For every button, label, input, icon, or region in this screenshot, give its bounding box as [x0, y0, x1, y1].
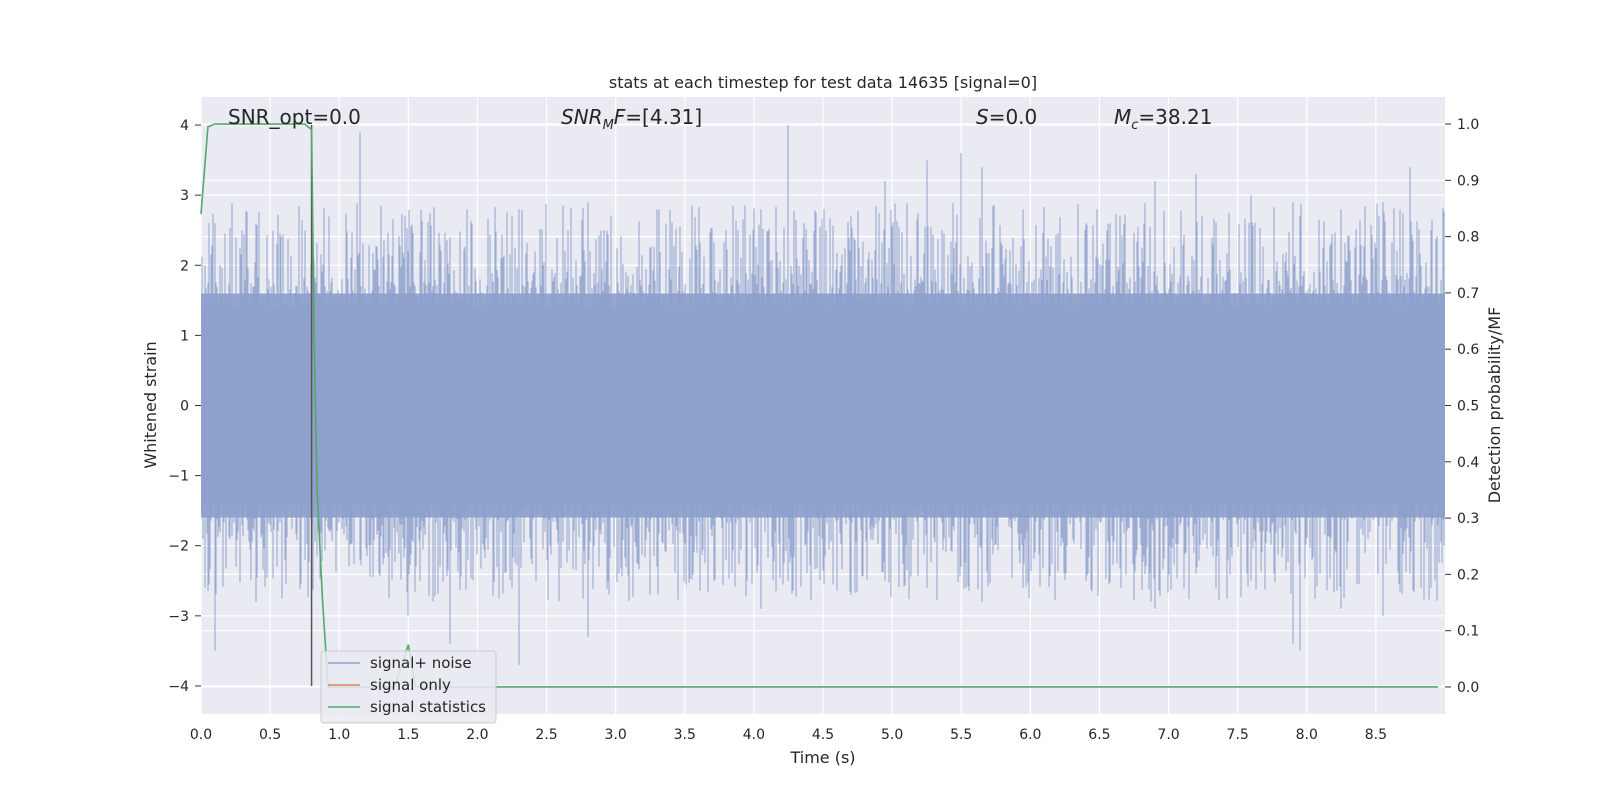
chart-title: stats at each timestep for test data 146…: [609, 73, 1037, 92]
x-tick-label: 2.0: [466, 727, 488, 743]
x-tick-label: 3.0: [605, 727, 627, 743]
x-axis-label: Time (s): [789, 748, 855, 767]
x-tick-label: 6.5: [1088, 727, 1110, 743]
y-tick-label: −2: [168, 539, 189, 555]
x-tick-label: 8.0: [1296, 727, 1318, 743]
noise-series: [201, 125, 1445, 665]
y-axis-label: Whitened strain: [141, 341, 160, 468]
x-tick-label: 5.0: [881, 727, 903, 743]
y-tick-label: −4: [168, 679, 189, 695]
x-tick-label: 1.5: [397, 727, 419, 743]
y-right-tick-label: 0.7: [1457, 286, 1479, 302]
noise-band: [201, 293, 1445, 518]
y-tick-label: 4: [180, 118, 189, 134]
y-right-tick-label: 0.2: [1457, 567, 1479, 583]
y-tick-label: −1: [168, 469, 189, 485]
x-tick-label: 3.5: [674, 727, 696, 743]
y-tick-label: −3: [168, 609, 189, 625]
legend-label-signal-statistics: signal statistics: [370, 698, 486, 716]
y-tick-label: 3: [180, 188, 189, 204]
x-tick-label: 8.5: [1365, 727, 1387, 743]
x-tick-label: 0.0: [190, 727, 212, 743]
x-tick-label: 7.5: [1227, 727, 1249, 743]
y-right-tick-label: 0.5: [1457, 399, 1479, 415]
y-tick-label: 2: [180, 258, 189, 274]
y-right-tick-label: 0.9: [1457, 173, 1479, 189]
y-right-tick-label: 0.8: [1457, 230, 1479, 246]
x-tick-label: 6.0: [1019, 727, 1041, 743]
signal-statistics-line: [200, 123, 1439, 688]
tick-labels: 0.0 0.5 1.0 1.5 2.0 2.5 3.0 3.5 4.0 4.5 5.0 5.5 6.0 6…: [168, 117, 1479, 743]
annotation-s: S=0.0: [976, 105, 1037, 129]
x-tick-label: 2.5: [535, 727, 557, 743]
y-tick-label: 0: [180, 399, 189, 415]
y-right-tick-label: 0.4: [1457, 455, 1479, 471]
annotation-mc: Mc=38.21: [1114, 105, 1212, 133]
y-right-tick-label: 0.0: [1457, 680, 1479, 696]
x-tick-label: 4.0: [743, 727, 765, 743]
annotation-snr-mf: SNRMF=[4.31]: [561, 105, 702, 133]
y-right-tick-label: 0.3: [1457, 511, 1479, 527]
y-axis-label-right: Detection probability/MF: [1485, 307, 1504, 504]
x-tick-label: 7.0: [1157, 727, 1179, 743]
legend-box: [320, 650, 497, 724]
y-right-tick-label: 0.1: [1457, 624, 1479, 640]
x-tick-label: 1.0: [328, 727, 350, 743]
y-tick-label: 1: [180, 328, 189, 344]
x-tick-label: 5.5: [950, 727, 972, 743]
legend-label-signal-only: signal only: [370, 676, 451, 694]
x-tick-label: 0.5: [259, 727, 281, 743]
y-right-tick-label: 0.6: [1457, 342, 1479, 358]
x-tick-label: 4.5: [812, 727, 834, 743]
legend: signal+ noise signal only signal statist…: [320, 650, 497, 724]
y-right-tick-label: 1.0: [1457, 117, 1479, 133]
legend-label-signal-noise: signal+ noise: [370, 654, 472, 672]
annotation-snr-opt: SNR_opt=0.0: [228, 105, 361, 129]
line-series: [200, 123, 1439, 688]
